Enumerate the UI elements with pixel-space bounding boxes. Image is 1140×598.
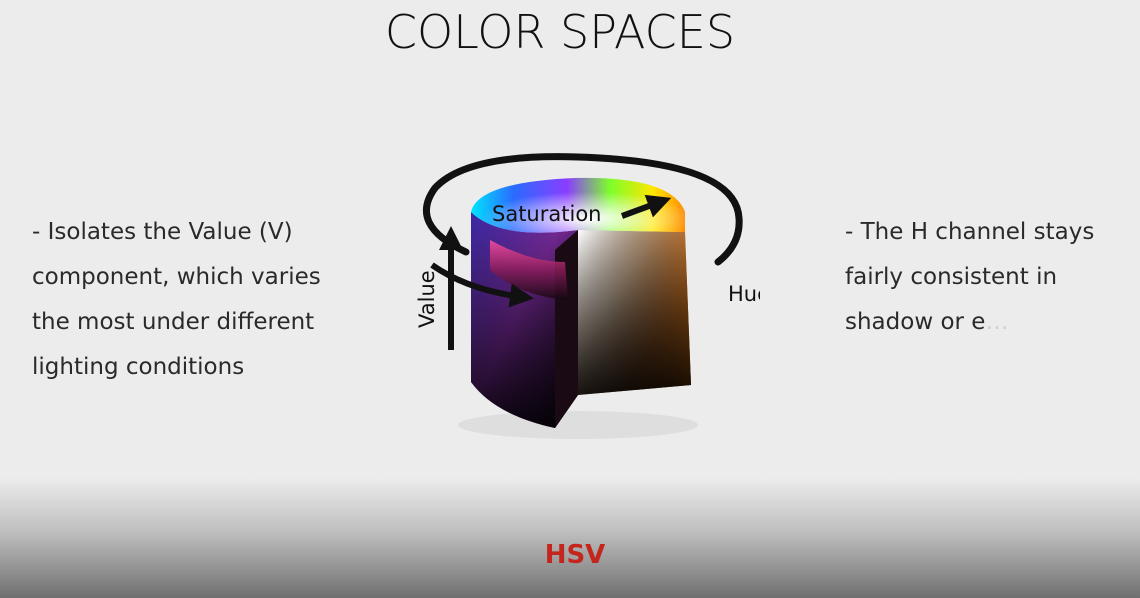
left-note: - Isolates the Value (V) component, whic… — [32, 219, 321, 380]
hsv-cylinder-diagram: Saturation Value Hue — [415, 153, 760, 439]
right-note-text: - The H channel stays fairly consistent … — [845, 219, 1095, 335]
slide-title: COLOR SPACES — [384, 5, 736, 59]
caption-hsv: HSV — [544, 540, 606, 570]
saturation-label: Saturation — [492, 202, 601, 226]
saturation-arrow — [620, 194, 672, 219]
value-curve-arrow — [430, 262, 534, 308]
hue-arrow — [422, 153, 743, 266]
hue-label: Hue — [728, 282, 760, 306]
value-label: Value — [415, 270, 439, 328]
cylinder-inner-wall — [555, 230, 578, 428]
cylinder-cut-face-shade — [578, 230, 691, 395]
right-note: - The H channel stays fairly consistent … — [845, 210, 1125, 345]
right-note-faded: … — [985, 309, 1009, 335]
bottom-gradient-bar — [0, 478, 1140, 598]
cylinder-pink-highlight — [490, 240, 568, 300]
cylinder-shadow — [458, 411, 698, 439]
cylinder-top-highlight — [471, 177, 685, 233]
